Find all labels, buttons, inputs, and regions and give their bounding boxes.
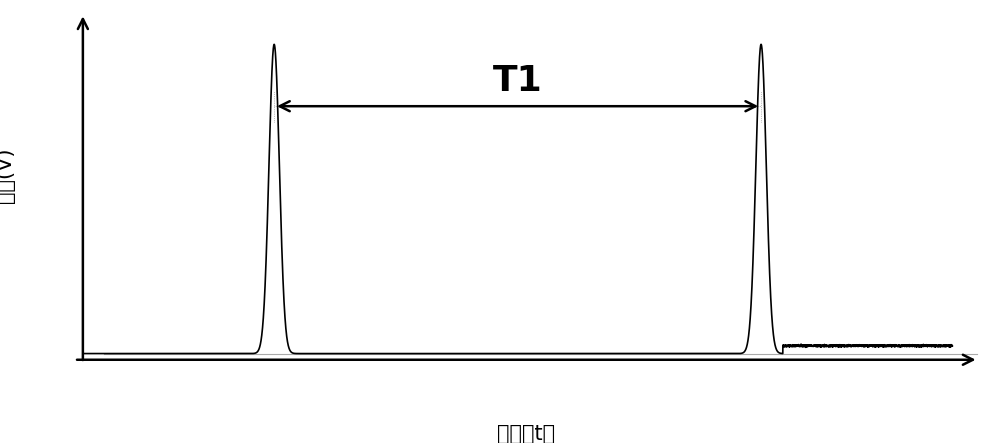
Text: T1: T1 (493, 65, 542, 98)
Text: 时间（t）: 时间（t） (497, 424, 555, 443)
Text: 电压(V): 电压(V) (0, 148, 15, 203)
